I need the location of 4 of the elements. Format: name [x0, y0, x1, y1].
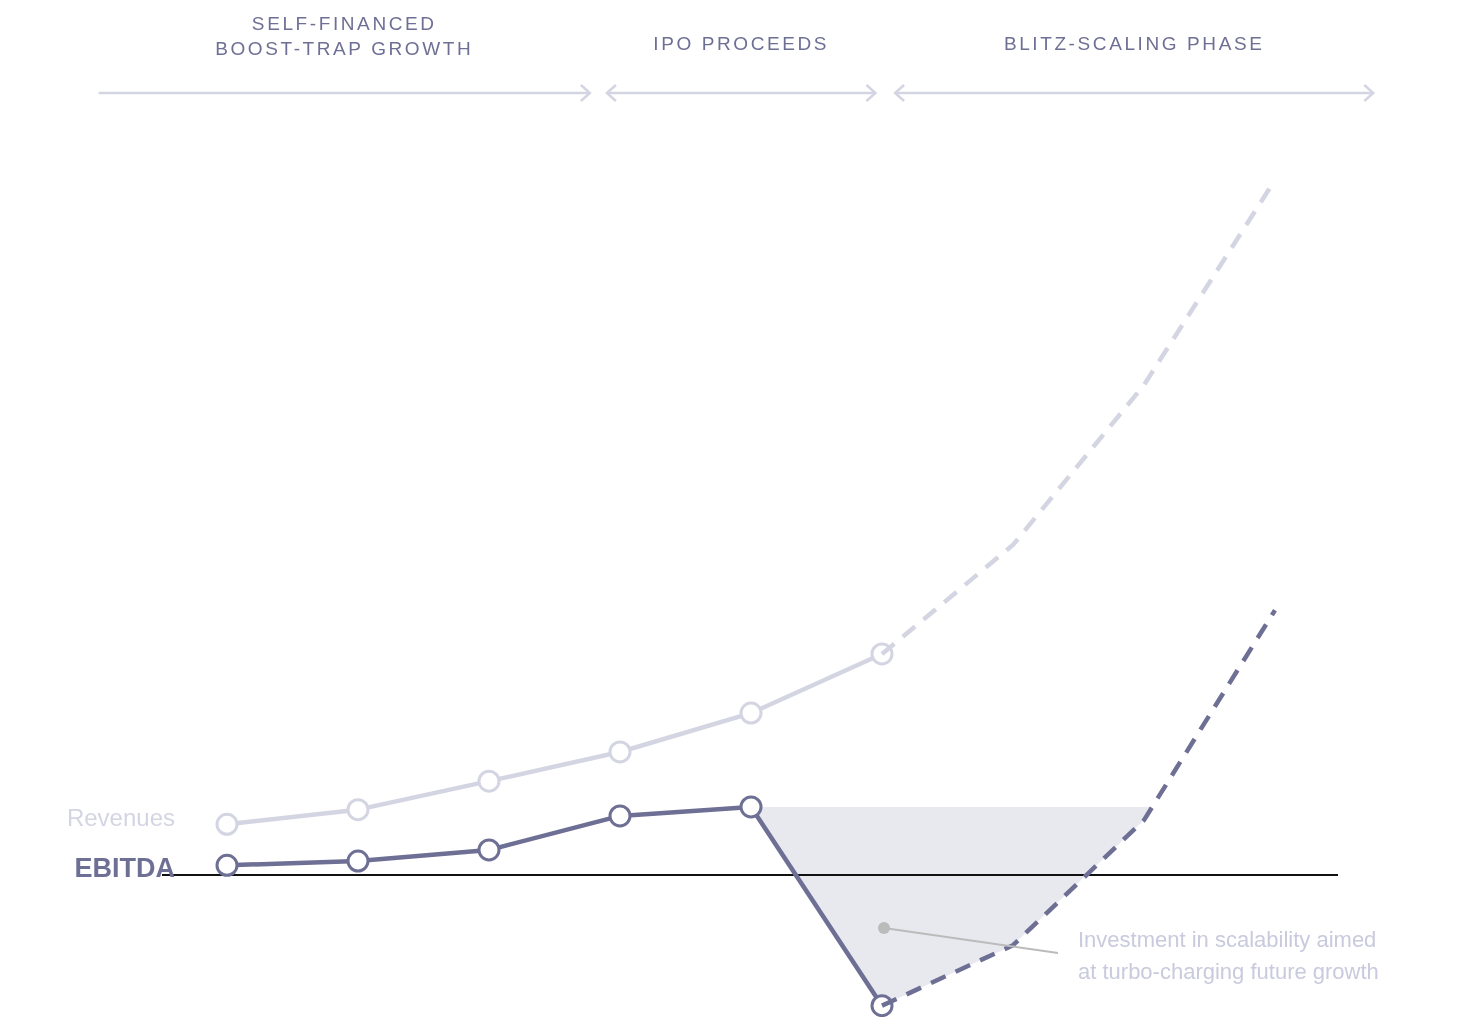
- text: BLITZ-SCALING PHASE: [1003, 33, 1265, 54]
- series-label: EBITDA: [74, 853, 175, 884]
- text: IPO PROCEEDS: [653, 33, 830, 54]
- text: SELF-FINANCED BOOST-TRAP GROWTH: [215, 13, 474, 59]
